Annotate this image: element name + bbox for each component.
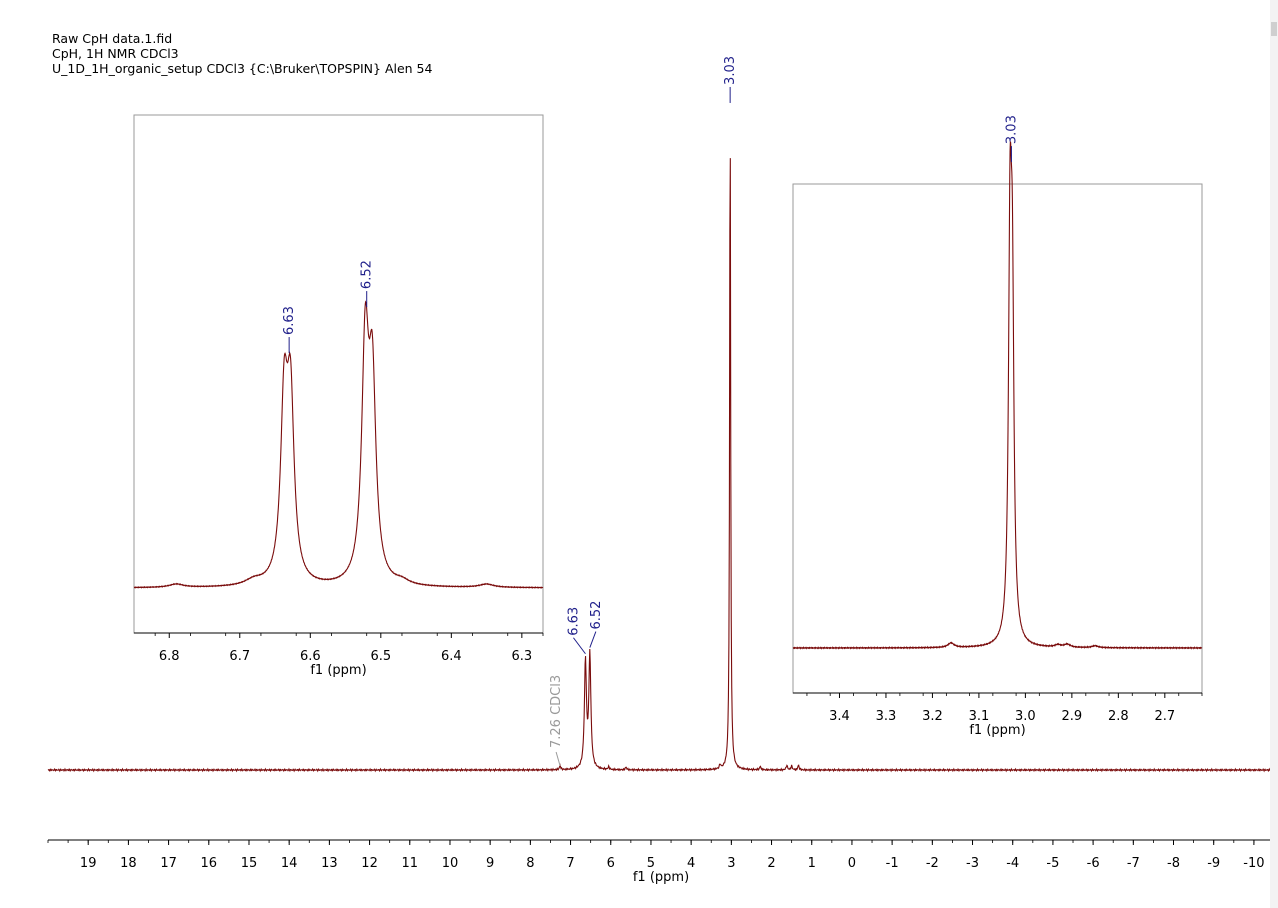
inset-aliphatic-peak-label: 3.03	[1004, 115, 1019, 144]
main-x-tick-label: -5	[1046, 856, 1059, 871]
main-x-tick-label: 3	[727, 856, 735, 871]
main-x-tick-label: 8	[526, 856, 534, 871]
main-peak-label: 6.63	[566, 607, 581, 636]
spectrum-header: Raw CpH data.1.fid CpH, 1H NMR CDCl3 U_1…	[52, 31, 432, 76]
main-x-tick-label: -7	[1127, 856, 1140, 871]
header-experiment: U_1D_1H_organic_setup CDCl3 {C:\Bruker\T…	[52, 61, 433, 76]
main-x-tick-label: -8	[1167, 856, 1180, 871]
main-x-tick-label: -4	[1006, 856, 1019, 871]
main-spectrum-line	[47, 158, 1275, 773]
inset-aromatic-x-tick-label: 6.5	[370, 649, 391, 664]
main-x-tick-label: -10	[1243, 856, 1264, 871]
inset-aliphatic-x-axis-label: f1 (ppm)	[969, 723, 1025, 738]
inset-aromatic-peak-label: 6.52	[360, 260, 375, 289]
inset-aromatic-x-tick-label: 6.7	[229, 649, 250, 664]
main-x-tick-label: 13	[321, 856, 338, 871]
main-x-tick-label: -9	[1207, 856, 1220, 871]
main-x-tick-label: -2	[926, 856, 939, 871]
vertical-scrollbar[interactable]	[1270, 0, 1278, 908]
main-peak-leader	[573, 637, 586, 655]
inset-aliphatic-x-tick-label: 2.7	[1154, 709, 1175, 724]
main-x-tick-label: 5	[647, 856, 655, 871]
main-x-tick-label: 15	[241, 856, 258, 871]
inset-aromatic-x-tick-label: 6.3	[512, 649, 533, 664]
main-x-tick-label: 6	[607, 856, 615, 871]
header-filename: Raw CpH data.1.fid	[52, 31, 173, 46]
main-peak-leader	[589, 631, 597, 648]
main-x-axis-label: f1 (ppm)	[633, 870, 689, 885]
main-peak-label: 6.52	[589, 601, 604, 630]
main-x-tick-label: 12	[361, 856, 378, 871]
main-x-tick-label: 4	[687, 856, 695, 871]
inset-aromatic-x-tick-label: 6.8	[159, 649, 180, 664]
solvent-leader	[555, 751, 561, 767]
main-x-tick-label: 11	[401, 856, 418, 871]
main-x-tick-label: 7	[566, 856, 574, 871]
inset-aliphatic-x-tick-label: 3.1	[969, 709, 990, 724]
inset-aliphatic-x-tick-label: 3.0	[1015, 709, 1036, 724]
main-x-tick-label: -3	[966, 856, 979, 871]
solvent-peak-label: 7.26 CDCl3	[549, 675, 564, 748]
main-x-tick-label: 10	[442, 856, 459, 871]
inset-aromatic-spectrum-line	[133, 300, 544, 589]
main-x-tick-label: 19	[80, 856, 97, 871]
inset-aromatic-frame	[133, 114, 544, 634]
main-x-tick-label: 9	[486, 856, 494, 871]
main-x-tick-label: 18	[120, 856, 137, 871]
inset-aromatic-x-axis-label: f1 (ppm)	[310, 663, 366, 678]
inset-aliphatic-x-tick-label: 2.9	[1062, 709, 1083, 724]
inset-aliphatic-x-tick-label: 3.3	[876, 709, 897, 724]
main-peak-label: 3.03	[723, 56, 738, 85]
main-x-tick-label: -6	[1087, 856, 1100, 871]
scrollbar-thumb[interactable]	[1271, 22, 1277, 36]
inset-aromatic-x-tick-label: 6.6	[300, 649, 321, 664]
inset-aliphatic-x-tick-label: 2.8	[1108, 709, 1129, 724]
main-chart: 19 18 17 16 15 14 13 12 11 10 9 8 7 6 5 4 3 2 1 0 -1 -2 -3 -4 -5…	[47, 56, 1275, 885]
inset-aliphatic-chart: 3.4 3.3 3.2 3.1 3.0 2.9 2.8 2.7 f1 (ppm) 3.03	[792, 115, 1203, 738]
inset-aliphatic-x-tick-label: 3.2	[922, 709, 943, 724]
header-sample: CpH, 1H NMR CDCl3	[52, 46, 179, 61]
inset-aliphatic-x-tick-label: 3.4	[829, 709, 850, 724]
main-x-tick-label: 16	[201, 856, 218, 871]
main-x-tick-label: -1	[886, 856, 899, 871]
inset-aliphatic-frame	[792, 183, 1203, 694]
inset-aromatic-x-tick-label: 6.4	[441, 649, 462, 664]
main-x-tick-label: 1	[808, 856, 816, 871]
main-x-tick-label: 17	[160, 856, 177, 871]
inset-aromatic-peak-label: 6.63	[282, 306, 297, 335]
inset-aromatic-chart: 6.8 6.7 6.6 6.5 6.4 6.3 f1 (ppm) 6.63 6.52	[133, 114, 544, 678]
inset-aliphatic-spectrum-line	[792, 141, 1203, 650]
main-x-tick-label: 0	[848, 856, 856, 871]
main-x-tick-label: 14	[281, 856, 298, 871]
main-x-tick-label: 2	[767, 856, 775, 871]
